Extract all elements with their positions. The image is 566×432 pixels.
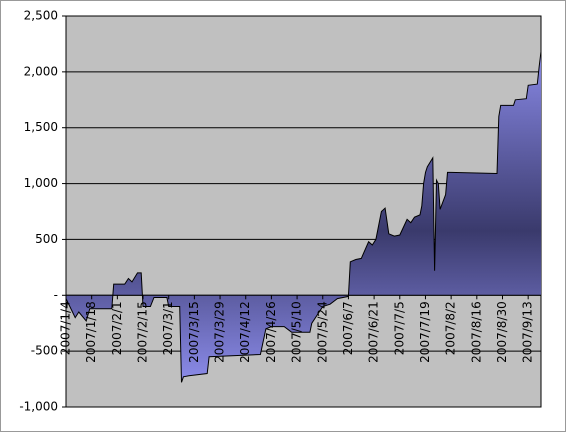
x-tick-label: 2007/7/5	[392, 301, 406, 355]
x-tick-label: 2007/6/21	[367, 301, 381, 363]
x-tick-label: 2007/5/24	[315, 301, 329, 363]
x-tick-label: 2007/4/26	[264, 301, 278, 363]
x-tick-label: 2007/5/10	[290, 301, 304, 363]
y-tick-label: -	[54, 288, 58, 302]
y-tick-label: 1,500	[24, 120, 58, 134]
x-tick-label: 2007/9/13	[521, 301, 535, 363]
x-tick-label: 2007/2/1	[110, 301, 124, 355]
area	[66, 51, 541, 383]
x-tick-label: 2007/7/19	[418, 301, 432, 363]
line	[65, 51, 542, 383]
x-tick-label: 2007/8/30	[495, 301, 509, 363]
x-tick-label: 2007/2/15	[136, 301, 150, 363]
x-tick-label: 2007/3/29	[213, 301, 227, 363]
y-tick-label: 1,000	[24, 176, 58, 190]
x-tick-label: 2007/1/18	[84, 301, 98, 363]
x-tick-label: 2007/3/1	[161, 301, 175, 355]
x-tick-label: 2007/8/16	[469, 301, 483, 363]
y-tick-label: -500	[31, 344, 58, 358]
y-tick-label: 2,000	[24, 64, 58, 78]
x-tick-label: 2007/1/4	[59, 301, 73, 355]
y-tick-label: 2,500	[24, 9, 58, 23]
x-tick-label: 2007/4/12	[238, 301, 252, 363]
x-tick-label: 2007/8/2	[444, 301, 458, 355]
x-tick-label: 2007/3/15	[187, 301, 201, 363]
x-tick-label: 2007/6/7	[341, 301, 355, 355]
y-tick-label: 500	[35, 232, 58, 246]
y-tick-label: -1,000	[19, 400, 58, 414]
